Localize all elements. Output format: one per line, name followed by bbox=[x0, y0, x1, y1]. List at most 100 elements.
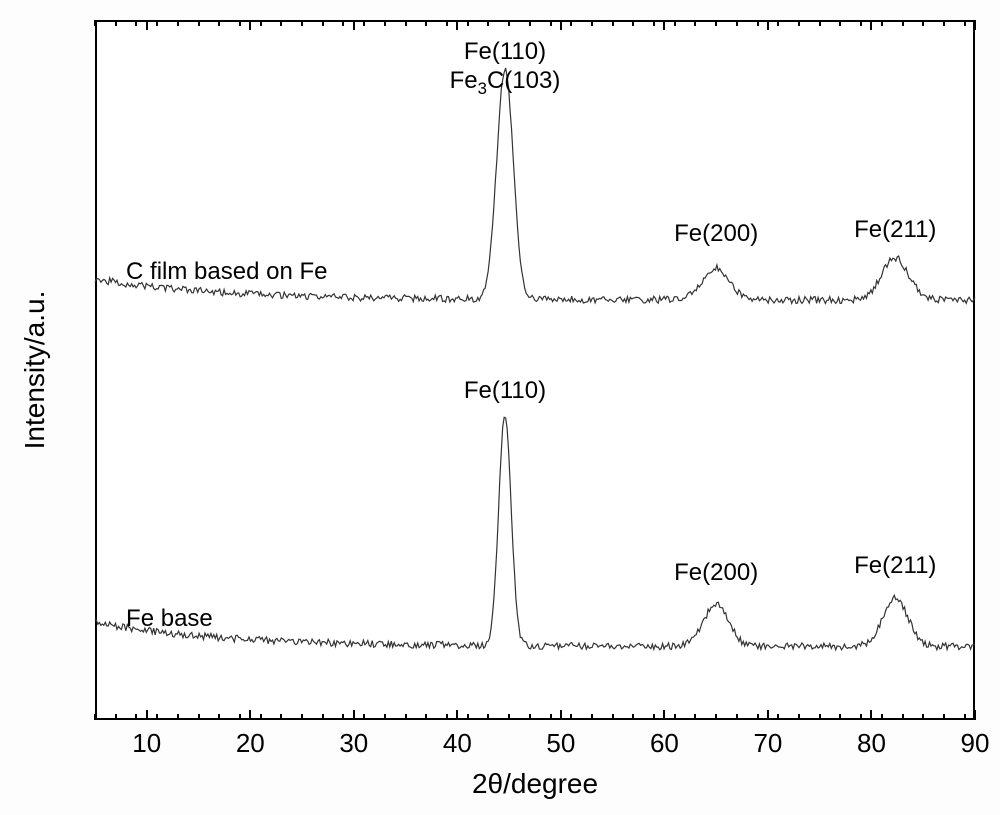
x-tick-minor bbox=[860, 20, 862, 26]
x-tick-minor bbox=[632, 20, 634, 26]
x-tick-major bbox=[974, 20, 976, 30]
x-tick-minor bbox=[301, 714, 303, 720]
x-tick-label: 20 bbox=[236, 728, 265, 759]
x-tick-major bbox=[663, 710, 665, 720]
x-tick-minor bbox=[653, 714, 655, 720]
x-tick-major bbox=[974, 710, 976, 720]
x-tick-minor bbox=[798, 714, 800, 720]
x-tick-minor bbox=[425, 714, 427, 720]
x-tick-minor bbox=[736, 714, 738, 720]
x-tick-minor bbox=[384, 20, 386, 26]
x-tick-label: 10 bbox=[132, 728, 161, 759]
x-tick-minor bbox=[94, 714, 96, 720]
x-tick-minor bbox=[508, 714, 510, 720]
x-tick-minor bbox=[881, 714, 883, 720]
peak-annotation: Fe3C(103) bbox=[450, 67, 561, 99]
x-tick-minor bbox=[363, 20, 365, 26]
x-tick-minor bbox=[550, 714, 552, 720]
x-tick-major bbox=[767, 710, 769, 720]
x-tick-label: 30 bbox=[339, 728, 368, 759]
peak-annotation: Fe(200) bbox=[674, 220, 758, 248]
x-tick-minor bbox=[964, 714, 966, 720]
x-tick-major bbox=[663, 20, 665, 30]
x-tick-minor bbox=[612, 714, 614, 720]
x-tick-minor bbox=[943, 714, 945, 720]
x-tick-minor bbox=[135, 20, 137, 26]
x-tick-minor bbox=[757, 20, 759, 26]
x-tick-minor bbox=[902, 20, 904, 26]
x-tick-minor bbox=[384, 714, 386, 720]
x-tick-minor bbox=[570, 20, 572, 26]
x-tick-major bbox=[146, 20, 148, 30]
x-tick-minor bbox=[301, 20, 303, 26]
x-tick-minor bbox=[260, 20, 262, 26]
x-tick-minor bbox=[881, 20, 883, 26]
x-tick-label: 40 bbox=[443, 728, 472, 759]
x-tick-minor bbox=[198, 714, 200, 720]
xrd-traces-svg bbox=[0, 0, 1000, 815]
x-tick-minor bbox=[529, 714, 531, 720]
x-tick-minor bbox=[94, 20, 96, 26]
x-tick-minor bbox=[819, 714, 821, 720]
x-tick-minor bbox=[239, 20, 241, 26]
x-tick-minor bbox=[694, 714, 696, 720]
x-tick-minor bbox=[922, 20, 924, 26]
x-tick-minor bbox=[715, 20, 717, 26]
x-tick-minor bbox=[798, 20, 800, 26]
x-tick-label: 70 bbox=[753, 728, 782, 759]
x-tick-label: 60 bbox=[650, 728, 679, 759]
x-tick-major bbox=[560, 20, 562, 30]
x-tick-minor bbox=[570, 714, 572, 720]
x-tick-minor bbox=[280, 20, 282, 26]
x-tick-minor bbox=[550, 20, 552, 26]
x-tick-major bbox=[146, 710, 148, 720]
x-tick-major bbox=[353, 710, 355, 720]
x-tick-minor bbox=[198, 20, 200, 26]
x-tick-major bbox=[456, 20, 458, 30]
x-tick-minor bbox=[508, 20, 510, 26]
x-tick-minor bbox=[757, 714, 759, 720]
peak-annotation: Fe base bbox=[126, 605, 213, 633]
x-tick-minor bbox=[715, 714, 717, 720]
x-tick-minor bbox=[674, 20, 676, 26]
x-tick-minor bbox=[902, 714, 904, 720]
x-tick-minor bbox=[736, 20, 738, 26]
peak-annotation: Fe(110) bbox=[464, 377, 546, 405]
x-tick-minor bbox=[446, 20, 448, 26]
x-tick-minor bbox=[363, 714, 365, 720]
x-tick-minor bbox=[839, 20, 841, 26]
x-tick-minor bbox=[425, 20, 427, 26]
x-tick-minor bbox=[177, 20, 179, 26]
trace-fe-base bbox=[95, 417, 975, 650]
x-tick-minor bbox=[322, 714, 324, 720]
x-tick-minor bbox=[280, 714, 282, 720]
x-tick-minor bbox=[819, 20, 821, 26]
x-tick-minor bbox=[694, 20, 696, 26]
x-tick-minor bbox=[446, 714, 448, 720]
peak-annotation: Fe(110) bbox=[464, 38, 546, 66]
x-tick-minor bbox=[115, 714, 117, 720]
x-tick-minor bbox=[342, 20, 344, 26]
peak-annotation: Fe(200) bbox=[674, 559, 758, 587]
x-tick-minor bbox=[115, 20, 117, 26]
x-tick-minor bbox=[487, 20, 489, 26]
peak-annotation: Fe(211) bbox=[854, 552, 936, 580]
x-tick-minor bbox=[612, 20, 614, 26]
x-tick-minor bbox=[591, 714, 593, 720]
x-tick-minor bbox=[860, 714, 862, 720]
x-tick-major bbox=[870, 20, 872, 30]
x-tick-minor bbox=[674, 714, 676, 720]
peak-annotation: Fe(211) bbox=[854, 216, 936, 244]
peak-annotation: C film based on Fe bbox=[126, 258, 327, 286]
x-tick-minor bbox=[777, 714, 779, 720]
x-tick-label: 80 bbox=[857, 728, 886, 759]
x-tick-minor bbox=[342, 714, 344, 720]
x-tick-minor bbox=[135, 714, 137, 720]
x-tick-label: 50 bbox=[546, 728, 575, 759]
x-tick-minor bbox=[487, 714, 489, 720]
x-tick-minor bbox=[156, 20, 158, 26]
x-tick-minor bbox=[591, 20, 593, 26]
x-tick-minor bbox=[964, 20, 966, 26]
xrd-chart: Intensity/a.u. 2θ/degree 102030405060708… bbox=[0, 0, 1000, 815]
x-tick-major bbox=[870, 710, 872, 720]
